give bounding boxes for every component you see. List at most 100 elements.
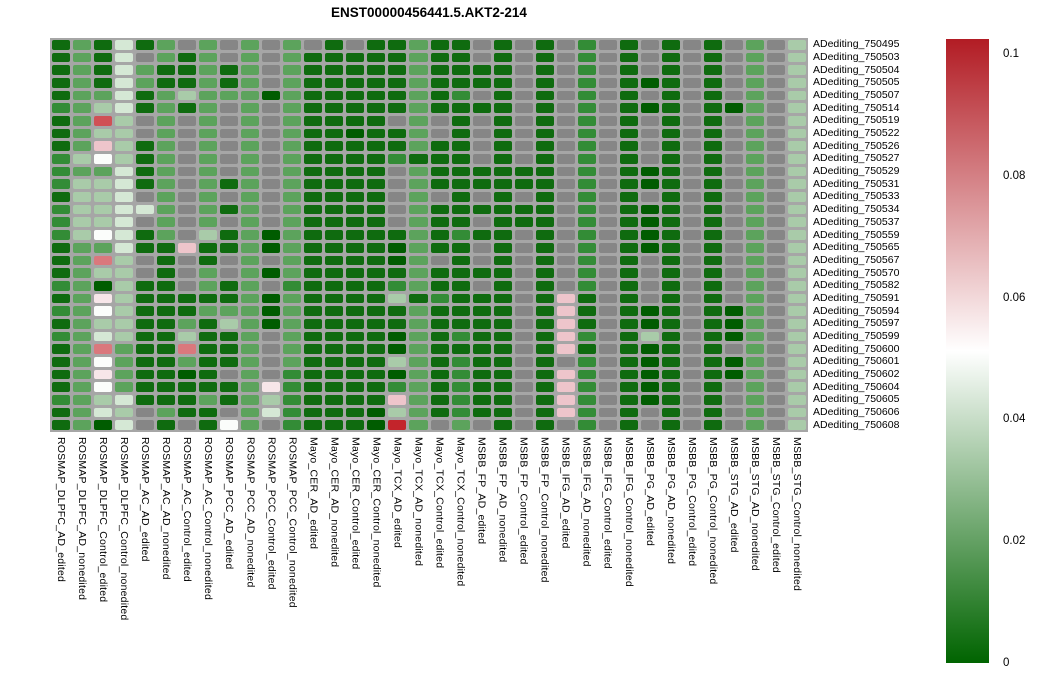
heatmap-cell xyxy=(325,204,344,215)
heatmap-cell xyxy=(493,356,512,367)
heatmap-cell xyxy=(682,78,701,88)
heatmap-cell xyxy=(451,230,470,240)
heatmap-cell xyxy=(430,255,449,266)
heatmap-cell xyxy=(178,280,197,291)
heatmap-cell xyxy=(682,268,701,278)
heatmap-cell xyxy=(766,331,785,342)
heatmap-cell xyxy=(367,103,386,114)
row-label: ADediting_750507 xyxy=(813,89,900,102)
heatmap-cell xyxy=(682,293,701,304)
heatmap-cell xyxy=(514,280,533,291)
heatmap-cell xyxy=(619,65,638,76)
row-label: ADediting_750537 xyxy=(813,215,900,228)
heatmap-cell xyxy=(52,217,71,228)
heatmap-cell xyxy=(283,217,302,228)
column-label: Mayo_CER_Control_edited xyxy=(349,437,362,570)
heatmap-cell xyxy=(745,280,764,291)
heatmap-cell xyxy=(787,128,806,139)
heatmap-cell xyxy=(73,306,92,316)
heatmap-cell xyxy=(73,268,92,278)
heatmap-cell xyxy=(199,103,218,114)
heatmap-cell xyxy=(325,90,344,101)
heatmap-cell xyxy=(514,192,533,202)
heatmap-cell xyxy=(325,40,344,50)
heatmap-cell xyxy=(409,331,428,342)
heatmap-cell xyxy=(661,192,680,202)
heatmap-cell xyxy=(220,230,239,240)
row-label: ADediting_750565 xyxy=(813,241,900,254)
heatmap-cell xyxy=(661,356,680,367)
heatmap-cell xyxy=(703,407,722,418)
heatmap-cell xyxy=(262,268,281,278)
heatmap-cell xyxy=(409,268,428,278)
heatmap-cell xyxy=(703,204,722,215)
heatmap-cell xyxy=(598,242,617,253)
heatmap-cell xyxy=(304,204,323,215)
heatmap-cell xyxy=(178,52,197,63)
heatmap-cell xyxy=(661,128,680,139)
heatmap-cell xyxy=(430,90,449,101)
heatmap-cell xyxy=(577,179,596,190)
heatmap-cell xyxy=(220,318,239,329)
heatmap-cell xyxy=(661,293,680,304)
heatmap-cell xyxy=(136,255,155,266)
heatmap-cell xyxy=(703,420,722,430)
heatmap-cell xyxy=(661,394,680,405)
heatmap-cell xyxy=(556,128,575,139)
heatmap-cell xyxy=(241,356,260,367)
heatmap-cell xyxy=(283,306,302,316)
heatmap-cell xyxy=(199,280,218,291)
heatmap-cell xyxy=(304,394,323,405)
heatmap-cell xyxy=(262,407,281,418)
heatmap-cell xyxy=(178,255,197,266)
column-label: Mayo_TCX_Control_nonedited xyxy=(454,437,467,587)
heatmap-cell xyxy=(178,293,197,304)
heatmap-cell xyxy=(241,382,260,392)
heatmap-cell xyxy=(430,394,449,405)
heatmap-cell xyxy=(73,179,92,190)
heatmap-cell xyxy=(157,166,176,177)
heatmap-cell xyxy=(409,52,428,63)
heatmap-cell xyxy=(136,65,155,76)
heatmap-cell xyxy=(283,103,302,114)
heatmap-cell xyxy=(619,116,638,126)
heatmap-cell xyxy=(157,90,176,101)
heatmap-cell xyxy=(157,331,176,342)
heatmap-cell xyxy=(493,52,512,63)
heatmap-cell xyxy=(430,280,449,291)
heatmap-cell xyxy=(577,369,596,380)
heatmap-cell xyxy=(388,306,407,316)
heatmap-cell xyxy=(367,369,386,380)
heatmap-cell xyxy=(346,103,365,114)
heatmap-cell xyxy=(703,255,722,266)
heatmap-cell xyxy=(136,40,155,50)
heatmap-cell xyxy=(283,420,302,430)
heatmap-cell xyxy=(598,268,617,278)
colorbar-tick-label: 0.08 xyxy=(1003,169,1026,182)
heatmap-cell xyxy=(52,204,71,215)
column-label: MSBB_IFG_AD_edited xyxy=(559,437,572,549)
heatmap-cell xyxy=(703,318,722,329)
heatmap-cell xyxy=(283,230,302,240)
heatmap-cell xyxy=(115,166,134,177)
heatmap-cell xyxy=(451,394,470,405)
heatmap-cell xyxy=(493,306,512,316)
heatmap-cell xyxy=(577,382,596,392)
heatmap-cell xyxy=(94,141,113,152)
heatmap-cell xyxy=(703,382,722,392)
heatmap-cell xyxy=(388,382,407,392)
heatmap-cell xyxy=(157,217,176,228)
heatmap-cell xyxy=(115,40,134,50)
heatmap-cell xyxy=(535,369,554,380)
heatmap-cell xyxy=(346,52,365,63)
heatmap-cell xyxy=(94,407,113,418)
heatmap-cell xyxy=(199,65,218,76)
heatmap-cell xyxy=(346,128,365,139)
heatmap-cell xyxy=(115,331,134,342)
column-label: ROSMAP_AC_AD_nonedited xyxy=(160,437,173,580)
heatmap-cell xyxy=(367,268,386,278)
heatmap-cell xyxy=(703,331,722,342)
heatmap-cell xyxy=(94,306,113,316)
row-label: ADediting_750591 xyxy=(813,291,900,304)
heatmap-cell xyxy=(367,356,386,367)
